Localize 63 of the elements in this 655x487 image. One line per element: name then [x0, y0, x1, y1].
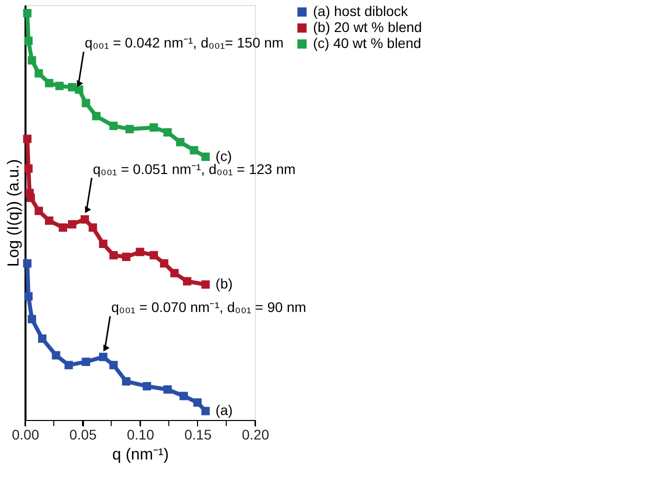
point: [125, 124, 134, 134]
point: [122, 377, 130, 386]
point: [68, 220, 76, 228]
annotation: (a): [216, 402, 233, 418]
annotation: q₀₀₁ = 0.042 nm⁻¹, d₀₀₁= 150 nm: [84, 34, 284, 51]
point: [23, 259, 32, 268]
legend-label: (a) host diblock: [313, 3, 409, 19]
point: [28, 56, 36, 65]
point: [142, 382, 152, 390]
point: [170, 268, 179, 278]
point: [23, 8, 32, 18]
x-tick-label: 0.15: [184, 426, 212, 442]
point: [122, 252, 130, 262]
point: [99, 240, 108, 248]
point: [24, 36, 33, 45]
point: [82, 98, 90, 108]
point: [201, 280, 210, 289]
legend-label: (c) 40 wt % blend: [313, 35, 422, 51]
annotation: q₀₀₁ = 0.070 nm⁻¹, d₀₀₁ = 90 nm: [111, 299, 306, 316]
point: [74, 85, 84, 94]
point: [28, 314, 36, 324]
x-axis-title: q (nm⁻¹): [112, 446, 169, 464]
point: [34, 69, 43, 78]
point: [24, 164, 33, 173]
point: [99, 352, 108, 362]
x-tick-label: 0.05: [69, 426, 97, 442]
point: [80, 215, 89, 224]
point: [109, 251, 118, 260]
point: [88, 223, 98, 232]
point: [38, 334, 46, 343]
point: [182, 277, 192, 286]
point: [109, 122, 118, 130]
y-axis-title: Log (I(q)) (a.u.): [6, 159, 22, 267]
point: [136, 248, 144, 256]
point: [26, 194, 35, 202]
point: [201, 152, 210, 161]
point: [34, 206, 43, 216]
point: [58, 223, 68, 232]
point: [150, 251, 158, 260]
point: [176, 138, 184, 146]
point: [44, 216, 54, 225]
point: [64, 360, 73, 370]
legend-label: (b) 20 wt % blend: [313, 19, 422, 35]
point: [55, 82, 64, 90]
point: [92, 112, 100, 120]
point: [190, 146, 198, 154]
point: [163, 128, 172, 137]
point: [109, 360, 118, 370]
point: [193, 398, 202, 407]
point: [24, 292, 33, 300]
point: [82, 358, 90, 366]
annotation: (b): [216, 276, 233, 292]
point: [52, 351, 60, 360]
point: [201, 406, 210, 416]
point: [163, 385, 172, 394]
point: [44, 78, 54, 88]
point: [180, 392, 188, 400]
point: [23, 134, 32, 144]
x-tick-label: 0.00: [12, 426, 40, 442]
point: [150, 123, 158, 132]
x-tick-label: 0.20: [242, 426, 270, 442]
x-tick-label: 0.10: [126, 426, 154, 442]
point: [160, 259, 168, 268]
